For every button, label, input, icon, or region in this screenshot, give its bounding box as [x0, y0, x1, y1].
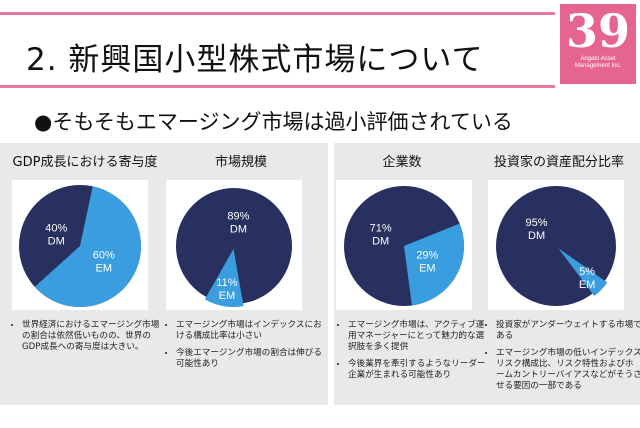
header-line-top [0, 12, 555, 15]
pie-dm-percent: 40% [45, 222, 67, 234]
pie-em-label: EM [419, 263, 436, 275]
pie-slice-em [404, 223, 464, 306]
note-item: 世界経済におけるエマージング市場の割合は依然低いものの、世界のGDP成長への寄与… [22, 320, 162, 353]
pie-chart-companies: 29%EM 71%DM [344, 186, 464, 306]
pie-chart-gdp: 60%EM 40%DM [19, 185, 141, 307]
pie-slice-em [204, 248, 244, 307]
chart-title-market-size: 市場規模 [214, 155, 267, 170]
subheading: ●そもそもエマージング市場は過小評価されている [34, 110, 513, 134]
pie-em-label: EM [219, 290, 236, 302]
pie-em-percent: 29% [416, 250, 438, 262]
header-line-bottom [0, 85, 555, 88]
logo: 39 Arigato Asset Management Inc. [560, 4, 636, 84]
note-item: 投資家がアンダーウェイトする市場である [496, 320, 640, 342]
pie-em-percent: 11% [216, 277, 237, 289]
pie-dm-label: DM [528, 230, 545, 242]
pie-dm-percent: 95% [526, 217, 548, 229]
note-item: エマージング市場はインデックスにおける構成比率は小さい [176, 320, 326, 342]
logo-text-2: Management Inc. [574, 63, 622, 69]
chart-box-allocation: 5% EM 95% DM [488, 180, 624, 310]
logo-number: 39 [565, 4, 630, 58]
notes-gdp: 世界経済におけるエマージング市場の割合は依然低いものの、世界のGDP成長への寄与… [10, 320, 162, 359]
chart-box-gdp: 60% EM 40% DM [12, 180, 148, 310]
page-title: 2. 新興国小型株式市場について [26, 42, 484, 78]
chart-title-companies: 企業数 [382, 155, 422, 170]
notes-market-size: エマージング市場はインデックスにおける構成比率は小さい 今後エマージング市場の割… [164, 320, 326, 376]
note-item: エマージング市場の低いインデックスリスク構成比、リスク特性およびホームカントリー… [496, 348, 640, 392]
pie-dm-percent: 71% [370, 222, 392, 234]
pie-em-label: EM [96, 263, 113, 275]
chart-title-allocation: 投資家の資産配分比率 [493, 155, 624, 170]
pie-dm-label: DM [230, 223, 247, 235]
pie-chart-allocation: 5%EM 95%DM [496, 186, 616, 306]
pie-dm-percent: 89% [227, 210, 249, 222]
pie-dm-label: DM [48, 235, 65, 247]
pie-slice-em [558, 248, 608, 297]
logo-text-1: Arigato Asset [580, 56, 616, 62]
pie-em-label: EM [579, 279, 596, 291]
note-item: 今後業界を牽引するようなリーダー企業が生まれる可能性あり [348, 359, 488, 381]
chart-box-companies: 29% EM 71% DM [336, 180, 472, 310]
notes-companies: エマージング市場は、アクティブ運用マネージャーにとって魅力的な選択肢を多く提供 … [336, 320, 488, 387]
chart-box-market-size: 11% EM 89% DM [166, 180, 302, 310]
pie-chart-market-size: 11%EM 89%DM [176, 188, 292, 307]
pie-em-percent: 5% [579, 266, 595, 278]
pie-dm-label: DM [372, 235, 389, 247]
pie-slice-dm [176, 188, 292, 304]
note-item: 今後エマージング市場の割合は伸びる可能性あり [176, 348, 326, 370]
pie-slice-em [34, 186, 141, 307]
note-item: エマージング市場は、アクティブ運用マネージャーにとって魅力的な選択肢を多く提供 [348, 320, 488, 353]
chart-title-gdp: GDP成長における寄与度 [12, 155, 158, 170]
notes-allocation: 投資家がアンダーウェイトする市場である エマージング市場の低いインデックスリスク… [484, 320, 640, 398]
pie-em-percent: 60% [93, 250, 115, 262]
